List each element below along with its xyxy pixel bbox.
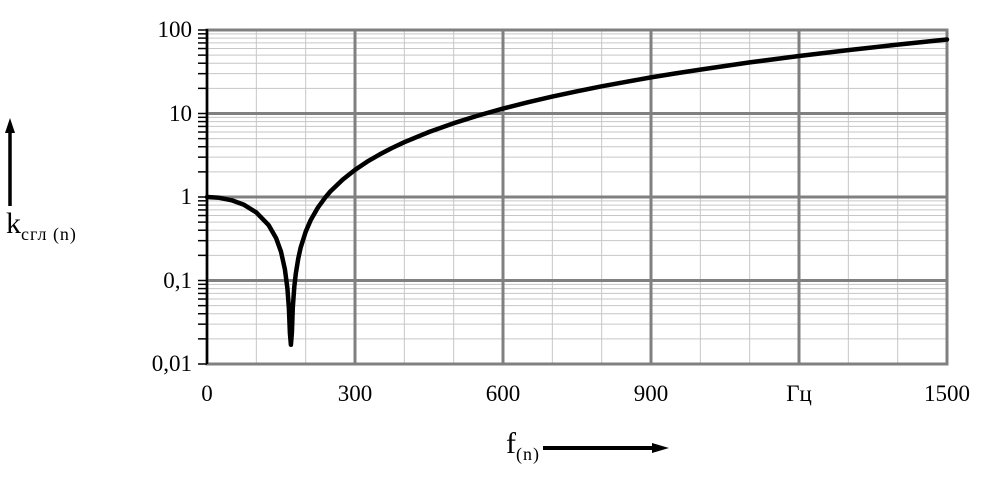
y-tick-label: 0,1 <box>163 267 192 293</box>
x-tick-label: 1500 <box>924 381 970 406</box>
x-axis-label-sub: (n) <box>516 444 540 464</box>
curve-k-sgl <box>204 37 950 348</box>
y-axis-label: kсгл (n) <box>6 207 77 245</box>
y-tick-label: 100 <box>157 17 193 42</box>
y-tick-label: 10 <box>169 100 192 126</box>
x-tick-label: 900 <box>633 381 669 406</box>
x-axis-label-main: f <box>506 427 516 460</box>
x-axis-label: f(n) <box>506 427 540 465</box>
x-tick-label: 300 <box>337 381 373 406</box>
y-axis-label-sub: сгл (n) <box>21 224 77 244</box>
y-axis-label-main: k <box>6 207 21 240</box>
x-axis-arrow-icon <box>543 443 669 453</box>
x-tick-label: Гц <box>786 381 812 406</box>
y-tick-label: 0,01 <box>151 351 192 376</box>
y-axis-arrow-icon <box>5 118 15 206</box>
y-tick-label: 1 <box>180 184 193 209</box>
x-tick-label: 600 <box>485 381 521 406</box>
x-tick-label: 0 <box>201 381 213 406</box>
